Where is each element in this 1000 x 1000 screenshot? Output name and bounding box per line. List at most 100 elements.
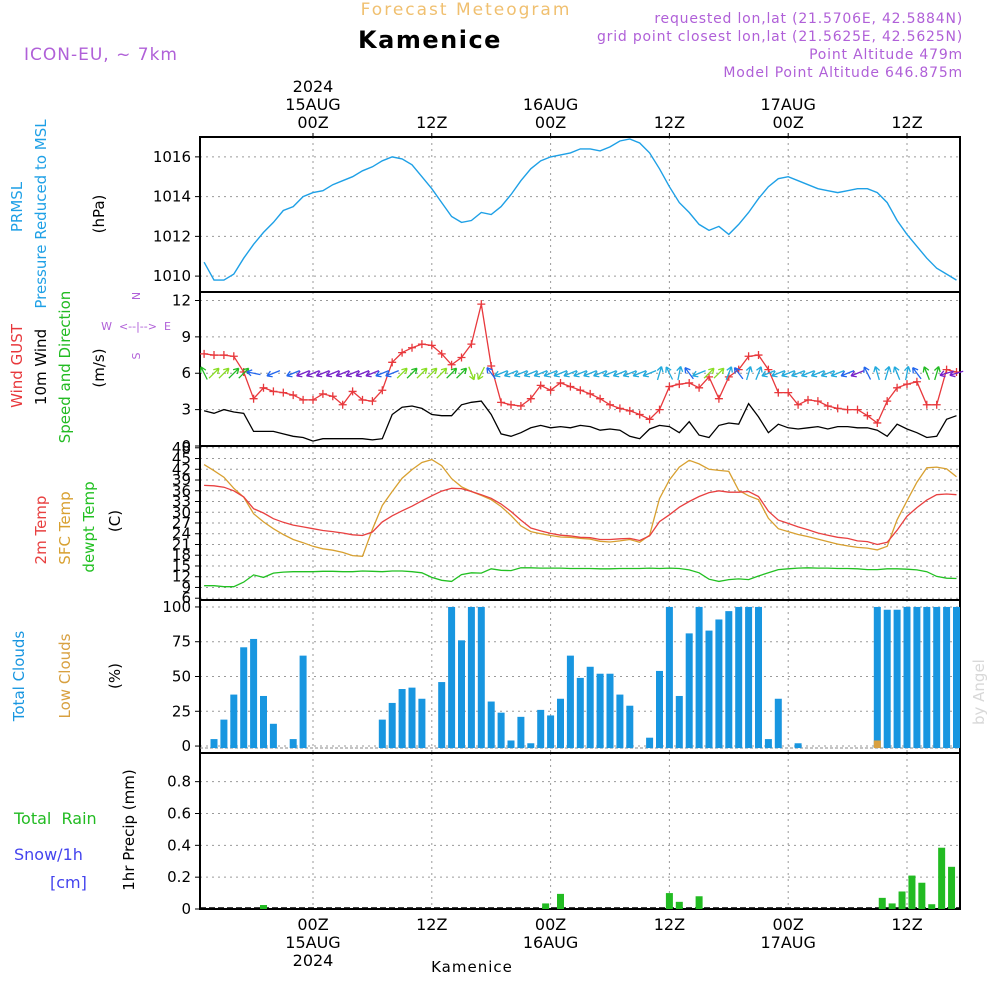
time-label-bottom: 00Z [297,915,328,934]
wind-direction-arrow [632,370,647,378]
wind-gust-point [596,394,605,403]
y-tick-label: 75 [172,633,191,651]
wind-gust-point [259,383,268,392]
wind-gust-point [348,387,357,396]
wind-gust-point [922,400,931,409]
wind-direction-arrow [810,370,825,378]
wind-direction-arrow [622,370,637,378]
wind-gust-point [695,383,704,392]
y-tick-label: 6 [181,589,191,607]
wind-direction-arrow [761,370,776,378]
temp-unit: (C) [106,510,124,532]
wind-direction-arrow [949,370,964,378]
wind-direction-arrow [665,366,674,380]
wind-gust-point [487,361,496,370]
wind-gust-point [625,406,634,415]
y-tick-label: 50 [172,668,191,686]
wind-gust-point [289,391,298,400]
total-clouds-bar [527,743,535,749]
wind-direction-arrow [553,370,568,378]
wind-gust-point [932,400,941,409]
wind-gust-point [457,353,466,362]
wind-direction-arrow [573,370,588,378]
compass-we: W <--|--> E [101,320,171,333]
y-tick-label: 18 [172,546,191,564]
total-clouds-bar [230,694,238,749]
rain-bar [878,897,886,909]
wind-gust-point [794,400,803,409]
wind-10m-label: 10m Wind [32,329,50,405]
wind-gust-point [338,400,347,409]
rain-bar [695,896,703,909]
compass-rose: N S [130,292,143,360]
wind-gust-point [645,415,654,424]
wind-gust-point [200,349,209,358]
y-tick-label: 0.2 [167,868,191,886]
wind-gust-point [507,400,515,409]
y-tick-label: 1016 [153,148,191,166]
sfc-temp-line [203,458,957,557]
total-clouds-bar [764,739,772,749]
wind-direction-arrow [286,370,300,378]
wind-gust-point [526,394,535,403]
total-clouds-bar [695,606,703,749]
total-clouds-bar [547,715,555,749]
wind-gust-point [536,381,545,390]
wind-gust-point [635,410,644,419]
total-clouds-bar [250,638,258,749]
wind-direction-arrow [503,370,518,378]
total-clouds-bar [418,698,426,749]
wind-direction-arrow [396,367,408,379]
rain-bar [888,903,896,909]
wind-gust-point [497,398,506,407]
wind-gust-point [863,411,872,420]
y-tick-label: 0.4 [167,836,191,854]
wind-gust-point [229,352,238,361]
total-clouds-bar [755,606,762,749]
total-clouds-bar [665,606,673,749]
time-label-bottom: 12Z [891,915,922,934]
y-tick-label: 0 [181,900,191,918]
snow-label: Snow/1h [14,845,83,864]
app-title: Forecast Meteogram [361,0,572,20]
y-tick-label: 39 [172,471,191,489]
wind-direction-arrow [800,370,815,378]
wind-direction-arrow [892,366,901,380]
wind-gust-point [912,377,921,386]
compass-north: N [130,292,143,300]
wind-direction-arrow [266,370,281,378]
temp-dewpt-label: dewpt Temp [80,481,98,572]
total-clouds-bar [735,606,743,749]
rain-bar [675,901,683,909]
y-tick-label: 12 [172,291,191,309]
total-clouds-bar [656,670,663,749]
wind-direction-arrow [791,370,805,378]
wind-10m-line [203,400,957,442]
wind-direction-arrow [684,367,694,380]
wind-gust-point [714,394,723,403]
pressure-panel: 1010 1012 1014 1016 [153,136,961,293]
wind-direction-arrow [840,370,855,378]
total-clouds-bar [745,606,753,749]
total-clouds-bar [398,689,406,749]
temp-sfc-label: SFC Temp [56,491,74,564]
wind-direction-arrow [612,370,627,378]
low-clouds-label: Low Clouds [56,633,74,718]
time-label-top: 15AUG [285,95,340,114]
compass-south: S [130,352,143,359]
wind-direction-arrow [713,367,725,379]
rain-bar [908,875,916,909]
wind-gust-label: Wind GUST [8,323,26,408]
wind-gust-point [615,404,624,413]
y-tick-label: 24 [172,525,191,543]
y-tick-label: 12 [172,568,191,586]
wind-gust-point [447,360,456,369]
wind-gust-point [309,395,317,404]
wind-gust-point [903,380,911,389]
wind-direction-arrow [228,367,240,379]
total-clouds-bar [220,719,228,749]
wind-gust-point [705,372,713,381]
wind-gust-point [358,395,367,404]
